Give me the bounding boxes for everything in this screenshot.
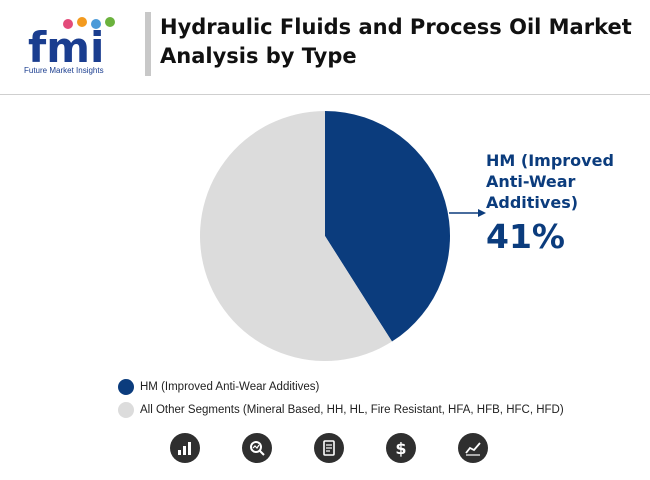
legend-swatch-hm bbox=[118, 378, 134, 395]
header-divider bbox=[0, 94, 650, 95]
pie-slices bbox=[200, 111, 451, 361]
pie-slice-other bbox=[200, 111, 392, 361]
legend: HM (Improved Anti-Wear Additives) All Ot… bbox=[118, 376, 638, 422]
footer-icons: $ bbox=[170, 433, 500, 469]
fmi-logo-mark: fmi bbox=[28, 17, 115, 66]
dollar-icon: $ bbox=[386, 433, 416, 463]
header: fmi Future Market Insights Hydraulic Flu… bbox=[0, 0, 650, 90]
pie-chart bbox=[200, 111, 486, 361]
logo-letters: fmi bbox=[28, 23, 104, 66]
pie-slice-hm bbox=[325, 111, 451, 342]
callout-arrow bbox=[449, 209, 486, 217]
svg-text:$: $ bbox=[395, 439, 406, 457]
callout-label: HM (Improved Anti-Wear Additives) bbox=[486, 151, 614, 212]
legend-label-hm: HM (Improved Anti-Wear Additives) bbox=[140, 380, 320, 393]
magnifier-chart-icon bbox=[242, 433, 272, 463]
title-accent-bar bbox=[145, 12, 151, 76]
callout-value: 41% bbox=[486, 217, 565, 256]
legend-label-other: All Other Segments (Mineral Based, HH, H… bbox=[140, 403, 564, 416]
legend-item-other: All Other Segments (Mineral Based, HH, H… bbox=[118, 399, 638, 420]
legend-item-hm: HM (Improved Anti-Wear Additives) bbox=[118, 376, 638, 397]
legend-swatch-other bbox=[118, 401, 134, 418]
line-chart-icon bbox=[458, 433, 488, 463]
fmi-logo: fmi Future Market Insights bbox=[22, 12, 132, 76]
page-title: Hydraulic Fluids and Process Oil Market … bbox=[160, 15, 632, 68]
logo-caption: Future Market Insights bbox=[24, 66, 104, 75]
document-icon bbox=[314, 433, 344, 463]
bar-chart-icon bbox=[170, 433, 200, 463]
